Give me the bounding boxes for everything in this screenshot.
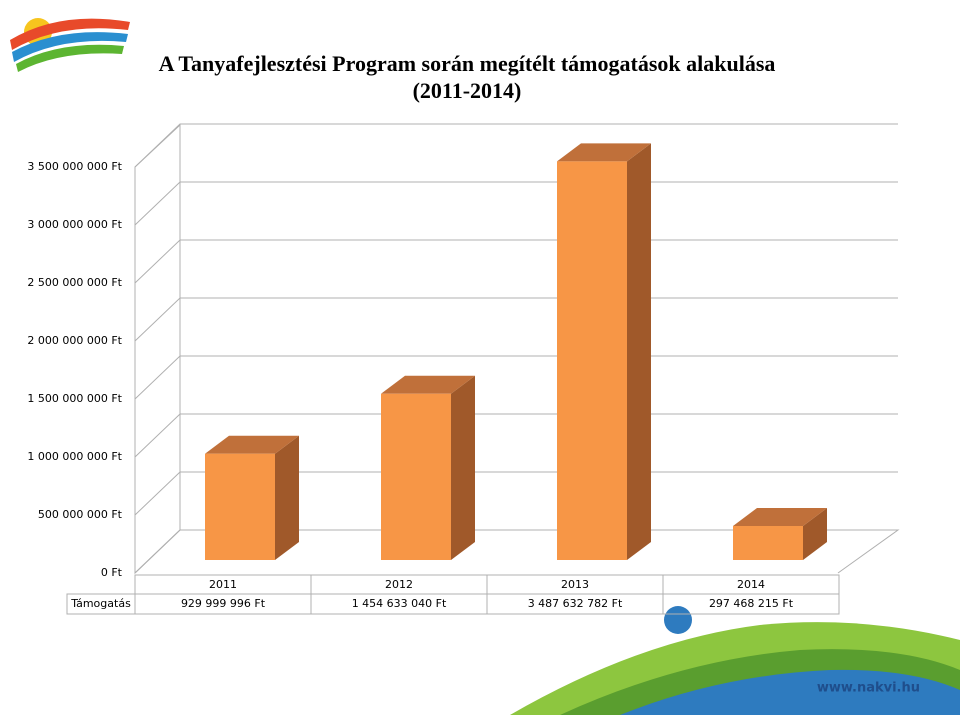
landscape	[510, 606, 960, 715]
bar	[205, 453, 275, 560]
bar-side	[275, 435, 299, 560]
legend-label: Támogatás	[70, 597, 131, 610]
bar-side	[451, 375, 475, 560]
grid-line	[134, 413, 898, 458]
y-tick-label: 500 000 000 Ft	[38, 508, 123, 521]
bar-top	[733, 508, 827, 527]
y-tick-label: 0 Ft	[101, 566, 123, 579]
bar	[733, 526, 803, 560]
y-tick-label: 1 000 000 000 Ft	[27, 450, 122, 463]
grid-line	[134, 471, 898, 516]
grid-line	[134, 355, 898, 400]
x-tick-label: 2014	[737, 578, 765, 591]
y-tick-label: 1 500 000 000 Ft	[27, 392, 122, 405]
logo	[10, 18, 130, 72]
table-cell	[662, 593, 840, 615]
x-tick-label: 2013	[561, 578, 589, 591]
bar-side	[803, 508, 827, 560]
grid-line	[134, 239, 898, 284]
bar	[557, 161, 627, 560]
data-label: 1 454 633 040 Ft	[352, 597, 447, 610]
bar-top	[205, 435, 299, 454]
chart-title: A Tanyafejlesztési Program során megítél…	[159, 51, 776, 76]
grid-line	[134, 123, 898, 168]
bar	[381, 393, 451, 560]
bar-top	[557, 143, 651, 162]
grid-line	[134, 181, 898, 226]
chart-subtitle: (2011-2014)	[413, 78, 522, 103]
data-label: 3 487 632 782 Ft	[528, 597, 623, 610]
y-tick-label: 3 500 000 000 Ft	[27, 160, 122, 173]
grid-line	[134, 529, 898, 574]
y-tick-label: 3 000 000 000 Ft	[27, 218, 122, 231]
data-label: 297 468 215 Ft	[709, 597, 794, 610]
x-tick-label: 2012	[385, 578, 413, 591]
y-tick-label: 2 000 000 000 Ft	[27, 334, 122, 347]
side-wall	[134, 123, 181, 575]
grid-line	[134, 297, 898, 342]
y-tick-label: 2 500 000 000 Ft	[27, 276, 122, 289]
bar-top	[381, 375, 475, 394]
bar-side	[627, 143, 651, 560]
footer: www.nakvi.hu	[817, 681, 920, 696]
x-tick-label: 2011	[209, 578, 237, 591]
data-label: 929 999 996 Ft	[181, 597, 266, 610]
